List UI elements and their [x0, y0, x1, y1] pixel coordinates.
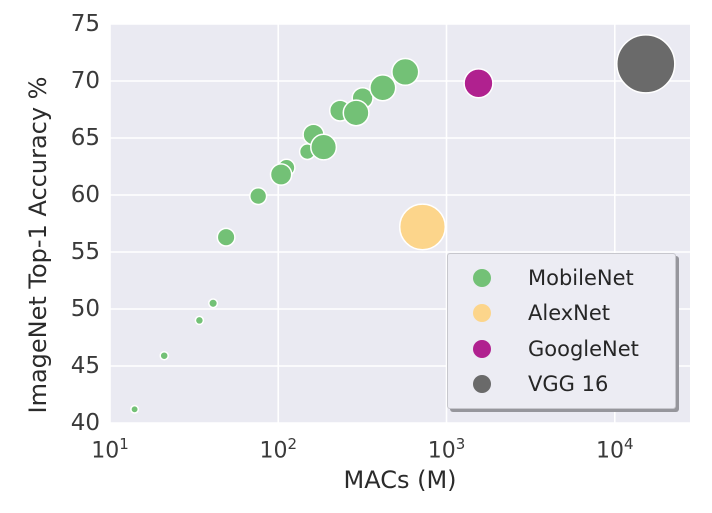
x-tick-label: 103	[427, 435, 466, 464]
y-tick-label: 70	[70, 68, 100, 94]
mobilenet-point	[130, 404, 140, 414]
mobilenet-point	[159, 350, 169, 361]
y-tick-label: 60	[70, 182, 100, 208]
legend-label: MobileNet	[528, 265, 634, 290]
vgg-16-point	[616, 34, 676, 94]
legend-item-vgg16: VGG 16	[448, 367, 675, 401]
legend-item-googlenet: GoogleNet	[448, 332, 675, 366]
legend-label: VGG 16	[528, 372, 609, 397]
legend-item-alexnet: AlexNet	[448, 296, 675, 330]
y-tick-label: 45	[70, 353, 100, 379]
mobilenet-point	[249, 186, 268, 206]
y-tick-label: 75	[70, 11, 100, 37]
y-tick-label: 65	[70, 125, 100, 151]
x-tick-label: 101	[91, 435, 129, 464]
vgg16-marker-icon	[473, 375, 491, 394]
mobilenet-point	[342, 99, 370, 127]
mobilenet-point	[208, 298, 219, 309]
mobilenet-point	[194, 315, 205, 326]
y-tick-label: 55	[70, 239, 100, 265]
alexnet-point	[398, 203, 447, 251]
x-tick-label: 104	[595, 435, 634, 464]
x-axis-label: MACs (M)	[343, 466, 457, 494]
y-tick-label: 40	[70, 410, 100, 436]
y-tick-label: 50	[70, 296, 100, 322]
legend-label: GoogleNet	[528, 336, 639, 361]
mobilenet-point	[369, 74, 397, 102]
legend: MobileNet AlexNet GoogleNet VGG 16	[447, 253, 676, 409]
legend-label: AlexNet	[528, 301, 611, 326]
alexnet-marker-icon	[473, 304, 491, 323]
mobilenet-point	[216, 227, 236, 247]
plot-area	[110, 24, 690, 423]
scatter-canvas	[110, 24, 690, 423]
x-tick-label: 102	[259, 435, 298, 464]
googlenet-point	[463, 68, 494, 99]
legend-item-mobilenet: MobileNet	[448, 261, 675, 295]
mobilenet-point	[310, 133, 338, 161]
googlenet-marker-icon	[473, 339, 491, 358]
mobilenet-marker-icon	[473, 268, 491, 287]
mobilenet-point	[269, 163, 293, 186]
mobilenet-point	[391, 57, 420, 87]
